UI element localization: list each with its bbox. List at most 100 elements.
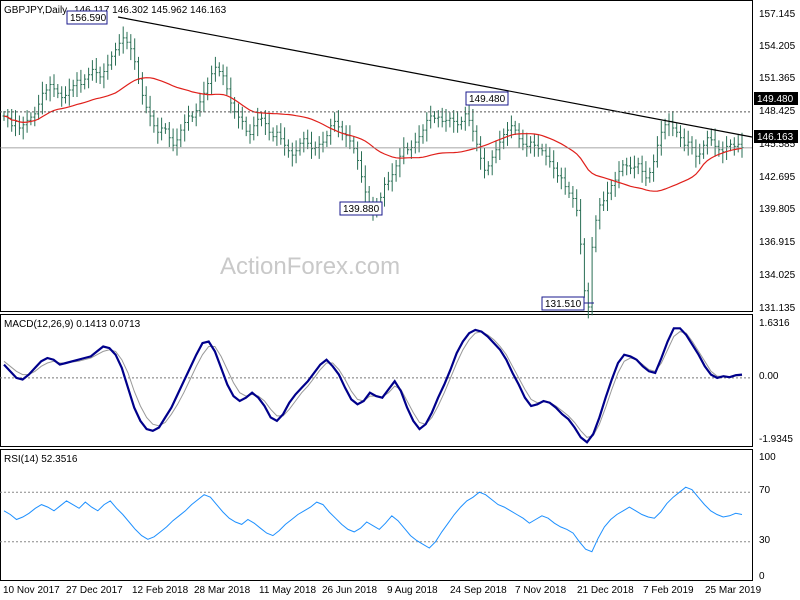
price-bar: [655, 136, 659, 168]
rsi-tick-30: 30: [759, 535, 771, 546]
price-bar: [252, 116, 256, 141]
price-bar: [686, 130, 690, 156]
price-bar: [271, 127, 275, 142]
price-bar: [544, 143, 548, 166]
price-bar: [279, 123, 283, 145]
price-bar: [106, 54, 110, 80]
price-bar: [98, 66, 102, 84]
price-bar: [129, 34, 133, 61]
price-bar: [521, 129, 525, 151]
price-bar: [390, 163, 394, 192]
price-bar: [606, 181, 609, 211]
macd-signal-line: [3, 331, 743, 438]
annotation-high: 156.590: [66, 10, 108, 25]
price-bar: [594, 215, 598, 253]
price-bar: [386, 171, 390, 191]
price-bar: [187, 105, 190, 131]
price-bar: [60, 86, 64, 107]
price-bar: [44, 84, 48, 101]
price-bar: [540, 143, 544, 156]
price-bar: [67, 78, 71, 106]
x-tick-3: 28 Mar 2018: [194, 585, 251, 596]
price-bar: [163, 123, 167, 134]
price-bar: [571, 186, 575, 208]
price-bar: [90, 60, 94, 81]
price-bar: [94, 58, 98, 83]
annotation-low: 131.510: [541, 296, 585, 311]
price-bar: [394, 160, 398, 182]
price-bar: [29, 112, 33, 126]
price-bar: [629, 156, 632, 175]
price-bar: [498, 130, 502, 160]
price-bar: [360, 151, 363, 183]
price-bar: [713, 128, 717, 157]
price-y-axis: 157.145 154.205 151.365 148.425 145.585 …: [759, 9, 796, 314]
price-bar: [329, 118, 333, 145]
x-tick-11: 25 Mar 2019: [705, 585, 762, 596]
price-bar: [267, 113, 271, 141]
resistance-price-text: 149.480: [757, 94, 794, 105]
price-bar: [644, 161, 648, 186]
price-bar: [160, 117, 164, 141]
x-tick-1: 27 Dec 2017: [66, 585, 123, 596]
price-bar: [344, 125, 348, 147]
price-bar: [621, 160, 625, 177]
price-bar: [702, 140, 706, 159]
price-bar: [64, 86, 67, 104]
price-bar: [260, 112, 263, 127]
watermark: ActionForex.com: [220, 253, 400, 280]
price-bar: [483, 148, 486, 179]
price-bar: [298, 138, 302, 156]
price-bar: [56, 84, 60, 99]
annotation-high-text: 156.590: [70, 13, 107, 24]
macd-label: MACD(12,26,9) 0.1413 0.0713: [4, 319, 141, 330]
rsi-line: [3, 486, 743, 553]
price-bar: [398, 148, 402, 178]
annotation-149-text: 149.480: [469, 94, 506, 105]
price-bar: [221, 64, 225, 86]
current-price-box: 146.163: [754, 130, 798, 143]
x-tick-7: 24 Sep 2018: [450, 585, 507, 596]
price-bar: [225, 66, 229, 95]
price-bar: [598, 198, 602, 230]
price-bar: [582, 238, 586, 298]
rsi-label: RSI(14) 52.3516: [4, 454, 78, 465]
price-bar: [198, 92, 202, 117]
price-bar: [310, 131, 313, 159]
price-bar: [40, 81, 44, 115]
rsi-tick-70: 70: [759, 485, 771, 496]
price-bar: [440, 107, 444, 128]
price-bar: [213, 56, 217, 82]
price-bar: [117, 34, 121, 56]
price-bar: [479, 136, 483, 170]
price-bar: [632, 155, 636, 179]
price-bar: [659, 120, 663, 156]
price-bar: [233, 97, 237, 119]
price-bar: [463, 106, 467, 131]
price-bar: [579, 199, 583, 255]
price-bar: [429, 105, 433, 129]
x-tick-2: 12 Feb 2018: [132, 585, 189, 596]
price-bar: [325, 130, 329, 147]
price-bar: [567, 181, 571, 198]
price-bar: [679, 125, 682, 147]
price-bar: [490, 150, 494, 176]
price-tick-8: 134.025: [759, 270, 796, 281]
price-bar: [517, 123, 521, 148]
price-bar: [640, 155, 644, 183]
price-bar: [459, 116, 463, 130]
price-tick-4: 145.585: [759, 139, 796, 150]
price-tick-0: 157.145: [759, 9, 796, 20]
price-bar: [156, 117, 160, 144]
price-bar: [529, 136, 533, 154]
price-bar: [559, 167, 563, 190]
price-bar: [290, 142, 294, 167]
price-bar: [48, 76, 52, 102]
price-bar: [179, 124, 183, 147]
price-tick-9: 131.135: [759, 303, 796, 314]
price-bar: [110, 51, 114, 70]
x-tick-4: 11 May 2018: [259, 585, 317, 596]
x-axis: 10 Nov 2017 27 Dec 2017 12 Feb 2018 28 M…: [3, 585, 762, 596]
price-bar: [294, 140, 298, 164]
price-tick-5: 142.695: [759, 172, 796, 183]
